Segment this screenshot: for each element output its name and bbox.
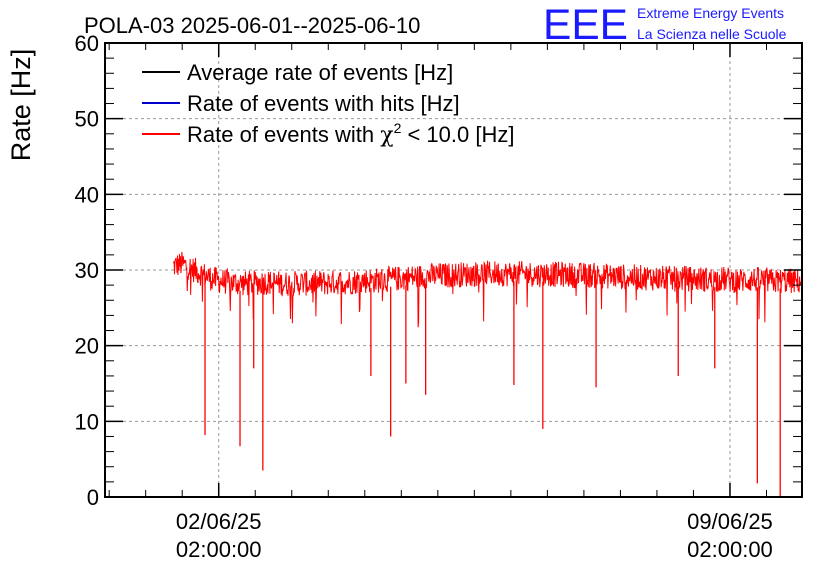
series-chi2-line <box>172 251 802 328</box>
logo-line-1: Extreme Energy Events <box>637 5 784 21</box>
legend-text-average: Average rate of events [Hz] <box>187 60 453 85</box>
y-tick-label: 30 <box>75 258 99 283</box>
legend-text-chi2: Rate of events with χ2 < 10.0 [Hz] <box>187 120 514 148</box>
x-tick-time: 02:00:00 <box>176 537 262 562</box>
series-layer <box>172 251 802 497</box>
y-tick-label: 40 <box>75 182 99 207</box>
y-tick-labels: 0 10 20 30 40 50 60 <box>75 31 99 510</box>
x-tick-labels: 02/06/25 02:00:00 09/06/25 02:00:00 <box>176 509 773 562</box>
legend-chi2-prefix: Rate of events with <box>187 122 380 147</box>
legend-chi2-symbol: χ <box>380 123 393 148</box>
legend-text-hits: Rate of events with hits [Hz] <box>187 91 460 116</box>
legend-chi2-sup: 2 <box>394 120 402 136</box>
chart-title: POLA-03 2025-06-01--2025-06-10 <box>84 13 420 38</box>
legend: Average rate of events [Hz] Rate of even… <box>142 60 514 148</box>
legend-chi2-suffix: < 10.0 [Hz] <box>401 122 514 147</box>
axis-ticks <box>105 42 802 498</box>
y-tick-label: 60 <box>75 31 99 56</box>
y-tick-label: 0 <box>87 485 99 510</box>
y-tick-label: 50 <box>75 107 99 132</box>
eee-logo: EEE <box>543 1 628 49</box>
x-tick-date: 02/06/25 <box>176 509 262 534</box>
y-tick-label: 20 <box>75 334 99 359</box>
logo-line-2: La Scienza nelle Scuole <box>637 26 787 42</box>
y-axis-label: Rate [Hz] <box>6 49 36 162</box>
x-tick-time: 02:00:00 <box>687 537 773 562</box>
y-tick-label: 10 <box>75 409 99 434</box>
x-tick-date: 09/06/25 <box>687 509 773 534</box>
